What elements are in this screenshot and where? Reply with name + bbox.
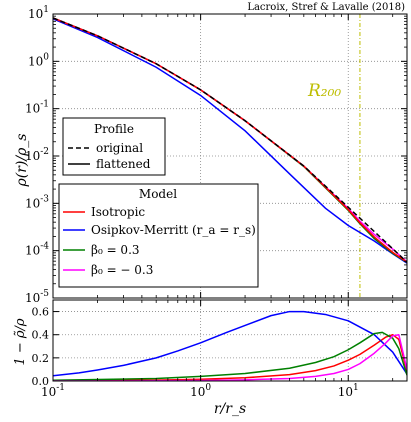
bottom-y-tick-label: 0.6 [32,306,50,319]
legend-profile-title: Profile [94,122,134,136]
legend-model-entry-beta-pos: β₀ = 0.3 [91,243,140,257]
top-ticks: 101 100 10-1 10-2 10-3 10-4 10-5 [25,5,407,305]
legend-profile: Profile original flattened [62,117,166,176]
bottom-xlabel: r/r_s [214,401,246,417]
bottom-x-tick-label: 101 [338,383,359,399]
curve-original [53,17,407,263]
top-grid [53,14,407,298]
bottom-curve-isotropic [53,333,407,381]
bottom-y-tick-label: 0.0 [32,375,50,388]
bottom-x-tick-label: 100 [190,383,211,399]
top-series [53,17,407,264]
bottom-y-tick-label: 0.2 [32,352,50,365]
top-y-tick-label: 10-2 [25,147,49,163]
top-y-tick-label: 10-4 [25,242,49,258]
bottom-curve-osipkov-merritt [53,310,407,377]
legend-model-entry-isotropic: Isotropic [91,205,145,219]
curve-osipkov-merritt [53,18,407,264]
bottom-x-tick-label: 10-1 [41,383,65,399]
legend-profile-box [62,117,166,176]
legend-profile-entry-original: original [96,141,143,155]
legend-model: Model Isotropic Osipkov-Merritt (r_a = r… [58,183,259,288]
top-y-tick-label: 101 [28,5,49,21]
bottom-curve-beta-pos [53,331,407,381]
bottom-y-tick-label: 0.4 [32,329,50,342]
top-y-tick-label: 100 [28,52,49,68]
bottom-ticks: 10-1 100 101 0.0 0.2 0.4 0.6 [32,300,407,399]
legend-profile-entry-flattened: flattened [96,157,151,171]
legend-model-entry-beta-neg: β₀ = − 0.3 [91,263,153,277]
attribution: Lacroix, Stref & Lavalle (2018) [247,2,405,13]
bottom-axes-frame [52,299,408,382]
legend-model-title: Model [139,187,177,201]
bottom-ylabel: 1 − ρ̃/ρ [13,318,28,365]
r200-annotation: R₂₀₀ [307,81,341,101]
bottom-series [53,310,407,381]
top-y-tick-label: 10-1 [25,100,49,116]
bottom-curve-beta-neg [53,333,407,381]
legend-model-entry-om: Osipkov-Merritt (r_a = r_s) [91,223,256,237]
top-ylabel: ρ(r)/ρ_s [14,134,30,188]
bottom-grid [53,300,407,381]
top-y-tick-label: 10-5 [25,289,49,305]
legend-model-box [58,183,259,288]
top-y-tick-label: 10-3 [25,194,49,210]
